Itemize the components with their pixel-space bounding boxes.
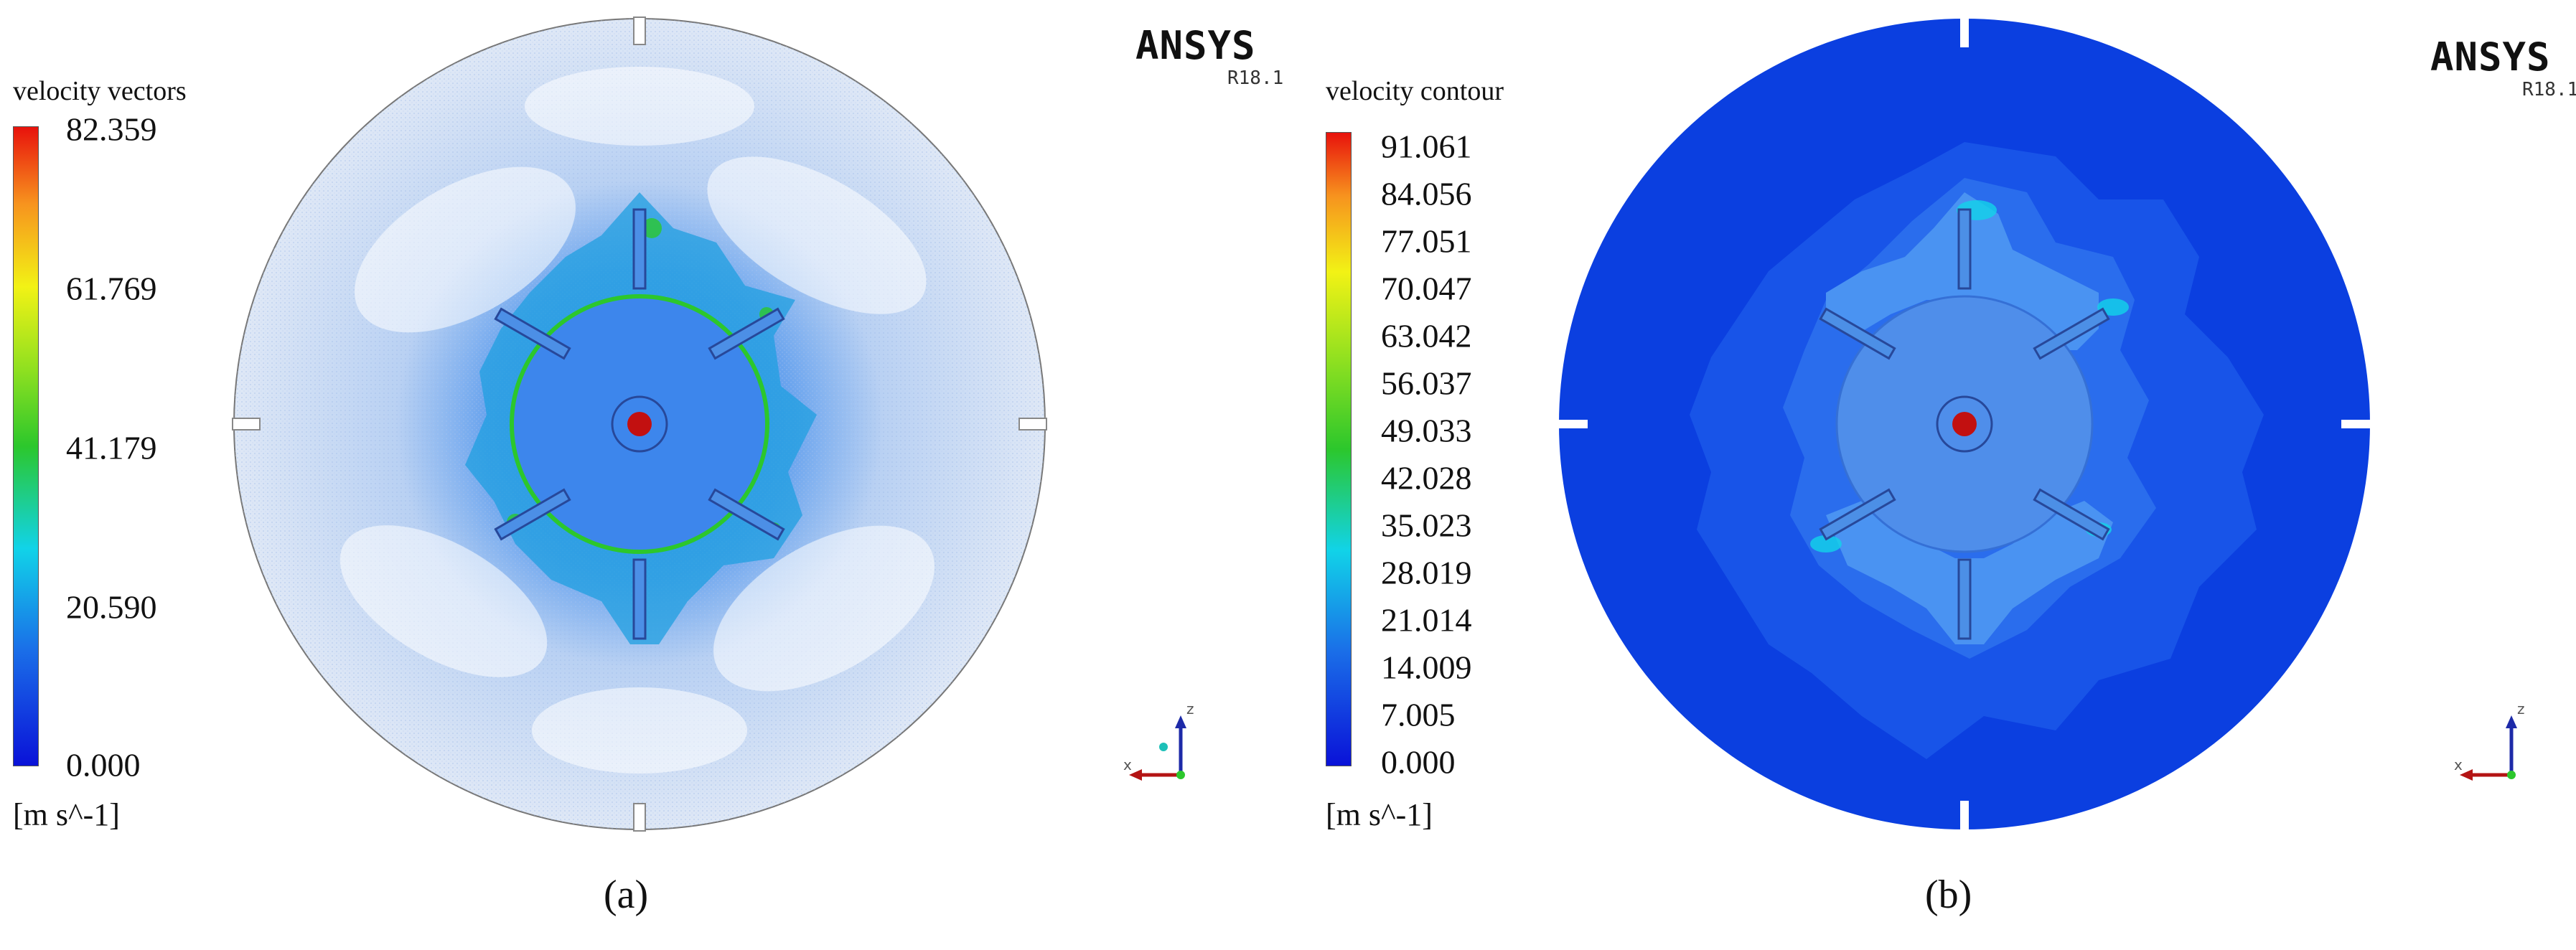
tick-label: 0.000	[1381, 743, 1456, 781]
impeller-blade	[494, 488, 571, 541]
impeller-blade	[2033, 307, 2110, 360]
ansys-logo: ANSYS	[2430, 34, 2551, 80]
tick-label: 49.033	[1381, 412, 1472, 449]
impeller-blade	[1957, 558, 1972, 640]
tick-label: 42.028	[1381, 459, 1472, 497]
colorbar	[13, 126, 39, 766]
colorbar	[1326, 132, 1352, 766]
legend-title: velocity vectors	[13, 76, 187, 106]
axis-triad: z x	[2454, 700, 2525, 781]
impeller-blade	[1819, 488, 1896, 541]
unit-label: [m s^-1]	[1326, 797, 1433, 832]
panel-a: velocity vectors 82.359 61.769 41.179 20…	[13, 17, 1284, 917]
velocity-contour-plot	[1559, 19, 2370, 829]
panel-caption: (b)	[1925, 873, 1972, 917]
tick-label: 77.051	[1381, 222, 1472, 260]
axis-triad: z x	[1123, 700, 1194, 781]
version-label: R18.1	[2522, 79, 2576, 100]
z-axis-label: z	[2517, 700, 2525, 718]
impeller-blade	[1819, 307, 1896, 360]
tick-label: 0.000	[66, 746, 141, 784]
tick-label: 21.014	[1381, 601, 1472, 639]
ansys-logo: ANSYS	[1135, 23, 1256, 68]
tick-label: 20.590	[66, 588, 157, 626]
version-label: R18.1	[1227, 67, 1284, 89]
tick-label: 41.179	[66, 429, 157, 466]
impeller-blade	[2033, 488, 2110, 541]
velocity-vector-plot	[232, 17, 1047, 832]
panel-b: velocity contour 91.061 84.056 77.051 70…	[1288, 0, 2576, 950]
tick-label: 82.359	[66, 110, 157, 148]
z-axis-label: z	[1186, 700, 1194, 718]
tick-label: 63.042	[1381, 317, 1472, 354]
tick-label: 91.061	[1381, 128, 1472, 165]
tick-label: 56.037	[1381, 365, 1472, 402]
tick-label: 7.005	[1381, 696, 1456, 733]
tick-label: 70.047	[1381, 270, 1472, 307]
impeller-blade	[708, 307, 785, 360]
panel-caption: (a)	[604, 873, 649, 917]
tick-label: 14.009	[1381, 649, 1472, 686]
x-axis-label: x	[1123, 756, 1132, 773]
x-axis-label: x	[2454, 756, 2463, 773]
tick-label: 61.769	[66, 270, 157, 307]
legend-title: velocity contour	[1326, 76, 1504, 106]
impeller-blade	[494, 307, 571, 360]
tick-label: 35.023	[1381, 507, 1472, 544]
tick-label: 84.056	[1381, 175, 1472, 212]
impeller-blade	[1957, 208, 1972, 290]
impeller-blade	[632, 208, 647, 290]
unit-label: [m s^-1]	[13, 797, 120, 832]
tick-label: 28.019	[1381, 554, 1472, 591]
impeller-blade	[632, 558, 647, 640]
impeller-blade	[708, 488, 785, 541]
